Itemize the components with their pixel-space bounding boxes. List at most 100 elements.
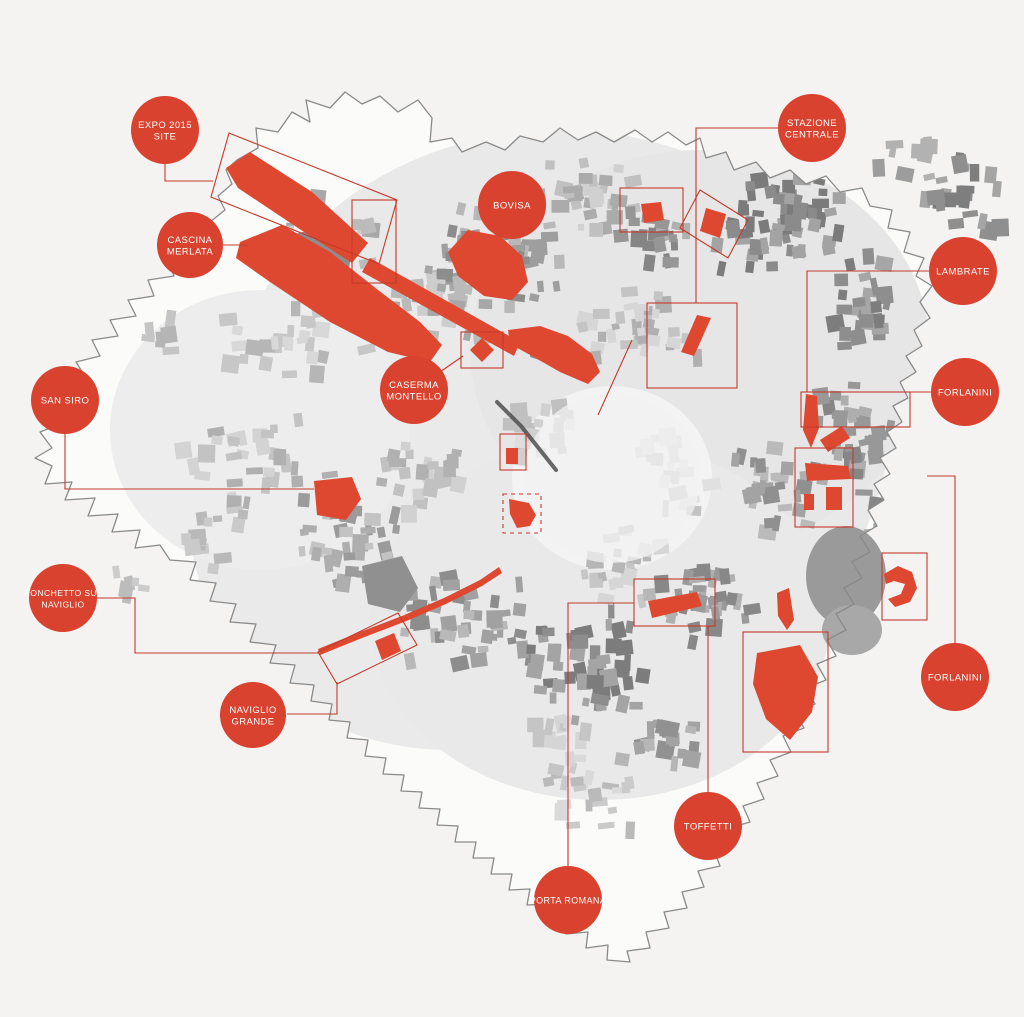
city-block: [606, 210, 623, 225]
city-block: [578, 157, 590, 169]
city-block: [812, 198, 829, 209]
label-circle: [131, 96, 199, 164]
city-block: [226, 478, 243, 488]
city-block: [609, 682, 621, 697]
site-frame: [646, 302, 738, 389]
city-block: [873, 312, 884, 329]
city-block: [263, 467, 275, 478]
label-circle: [31, 366, 99, 434]
city-block: [800, 519, 816, 529]
site-area: [314, 477, 361, 520]
label-text: NAVIGLIO GRANDE: [229, 705, 276, 728]
city-block: [273, 449, 287, 466]
city-block: [758, 219, 771, 234]
city-block: [652, 236, 667, 253]
city-block: [592, 308, 610, 320]
city-block: [597, 331, 607, 342]
city-block: [901, 520, 909, 534]
city-block: [358, 217, 377, 236]
site-area: [509, 499, 536, 528]
city-block: [797, 243, 806, 259]
city-block: [141, 333, 156, 343]
city-block: [569, 646, 586, 662]
city-block: [504, 300, 515, 314]
city-block: [765, 440, 784, 456]
city-block: [824, 207, 838, 218]
site-label-porta-romana: PORTA ROMANA: [530, 866, 606, 934]
city-block: [213, 551, 233, 565]
city-block: [665, 336, 682, 350]
city-block: [858, 271, 872, 283]
city-block: [464, 284, 473, 295]
city-block: [831, 411, 844, 419]
city-block: [553, 254, 565, 270]
city-block: [595, 578, 603, 586]
city-block: [772, 193, 785, 206]
city-block: [598, 174, 613, 187]
city-block: [766, 261, 779, 272]
city-block: [543, 730, 557, 749]
label-circle: [478, 171, 546, 239]
city-block: [614, 752, 630, 767]
city-block: [583, 769, 595, 786]
city-block: [507, 636, 517, 645]
city-block: [737, 227, 754, 239]
city-block: [893, 536, 910, 554]
city-block: [577, 223, 585, 231]
label-text: RONCHETTO SUL NAVIGLIO: [24, 588, 103, 610]
site-area: [884, 566, 917, 607]
city-block: [549, 692, 557, 704]
city-block: [231, 516, 246, 534]
city-block: [425, 272, 438, 286]
city-block: [951, 153, 969, 175]
label-text: EXPO 2015 SITE: [138, 120, 192, 143]
district: [527, 713, 593, 777]
city-block: [755, 458, 767, 473]
city-block: [207, 426, 225, 438]
label-circle: [380, 356, 448, 424]
city-block: [684, 725, 697, 735]
leader-line: [97, 597, 318, 654]
city-block: [859, 314, 874, 328]
city-block: [570, 714, 580, 726]
city-block: [758, 479, 767, 495]
city-block: [516, 640, 529, 659]
city-block: [848, 468, 864, 480]
city-block: [290, 461, 299, 476]
city-block: [405, 449, 414, 460]
city-block: [463, 610, 475, 620]
city-block: [422, 478, 440, 498]
city-block: [836, 304, 852, 314]
city-block: [609, 193, 628, 208]
city-block: [542, 776, 555, 788]
city-block: [424, 265, 433, 275]
city-block: [586, 674, 604, 690]
city-block: [611, 560, 626, 574]
label-circle: [929, 237, 997, 305]
site-area: [226, 152, 368, 263]
site-label-caserma-montello: CASERMA MONTELLO: [380, 356, 448, 424]
city-block: [837, 341, 852, 351]
city-block: [576, 321, 589, 333]
city-block: [757, 524, 778, 541]
city-block: [376, 526, 386, 539]
city-block: [669, 234, 677, 243]
city-block: [212, 515, 223, 523]
city-block: [613, 659, 630, 679]
city-block: [832, 192, 846, 204]
city-block: [774, 481, 786, 491]
city-block: [565, 821, 581, 830]
city-block: [829, 390, 842, 401]
city-block: [615, 311, 626, 325]
city-block: [688, 575, 706, 584]
city-block: [919, 138, 938, 155]
city-block: [220, 354, 241, 374]
site-area: [448, 230, 528, 300]
city-block: [455, 201, 467, 216]
city-block: [375, 477, 388, 487]
label-text: BOVISA: [493, 201, 531, 212]
site-area: [826, 487, 842, 510]
leader-line: [806, 270, 929, 392]
city-block: [174, 441, 193, 460]
